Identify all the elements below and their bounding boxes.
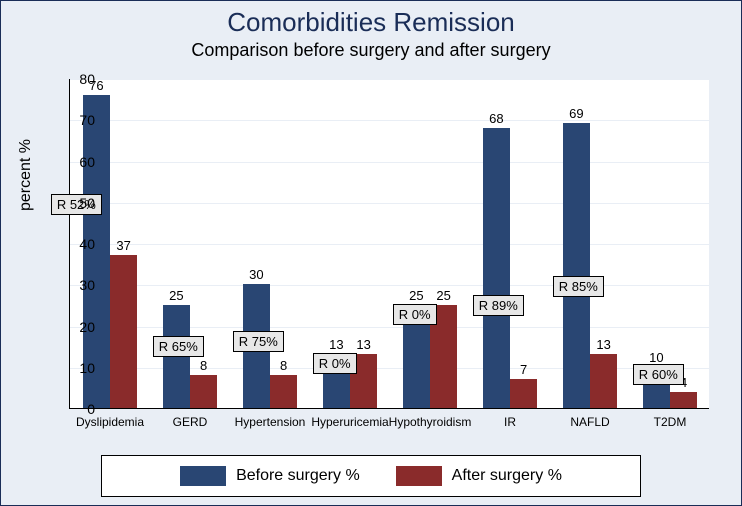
remission-badge: R 60% — [633, 364, 684, 385]
y-tick-label: 70 — [79, 112, 95, 128]
y-axis-label: percent % — [17, 139, 35, 211]
remission-badge: R 89% — [473, 295, 524, 316]
bar-after — [110, 255, 137, 408]
bar-value-label: 25 — [436, 288, 450, 303]
x-tick-label: T2DM — [654, 415, 687, 429]
legend-label-after: After surgery % — [452, 467, 562, 485]
bar-before — [483, 128, 510, 409]
y-tick-label: 80 — [79, 71, 95, 87]
bar-value-label: 8 — [280, 358, 287, 373]
y-tick-label: 40 — [79, 236, 95, 252]
legend-label-before: Before surgery % — [236, 467, 360, 485]
x-tick-label: Hypertension — [235, 415, 306, 429]
x-tick-label: Hypothyroidism — [389, 415, 472, 429]
bar-value-label: 69 — [569, 106, 583, 121]
remission-badge: R 0% — [313, 353, 357, 374]
chart-frame: Comorbidities Remission Comparison befor… — [0, 0, 742, 506]
bar-after — [670, 392, 697, 409]
chart-title: Comorbidities Remission — [1, 7, 741, 38]
x-tick-label: NAFLD — [570, 415, 609, 429]
remission-badge: R 75% — [233, 331, 284, 352]
legend-item-before: Before surgery % — [180, 466, 360, 486]
gridline — [70, 79, 709, 80]
remission-badge: R 0% — [393, 304, 437, 325]
bar-value-label: 30 — [249, 267, 263, 282]
bar-value-label: 25 — [169, 288, 183, 303]
bar-value-label: 13 — [329, 337, 343, 352]
gridline — [70, 244, 709, 245]
bar-value-label: 7 — [520, 362, 527, 377]
bar-value-label: 13 — [356, 337, 370, 352]
bar-after — [190, 375, 217, 408]
bar-before — [563, 123, 590, 408]
y-tick-label: 10 — [79, 360, 95, 376]
plot-area: 7637R 52%Dyslipidemia258R 65%GERD308R 75… — [69, 79, 709, 409]
x-tick-label: Dyslipidemia — [76, 415, 144, 429]
gridline — [70, 120, 709, 121]
legend-swatch-after — [396, 466, 442, 486]
remission-badge: R 85% — [553, 276, 604, 297]
bar-value-label: 10 — [649, 350, 663, 365]
legend: Before surgery % After surgery % — [101, 455, 641, 497]
bar-value-label: 25 — [409, 288, 423, 303]
chart-subtitle: Comparison before surgery and after surg… — [1, 40, 741, 61]
gridline — [70, 162, 709, 163]
y-tick-label: 60 — [79, 154, 95, 170]
bar-value-label: 8 — [200, 358, 207, 373]
y-tick-label: 0 — [87, 401, 95, 417]
legend-item-after: After surgery % — [396, 466, 562, 486]
bar-after — [510, 379, 537, 408]
x-tick-label: IR — [504, 415, 516, 429]
y-tick-label: 50 — [79, 195, 95, 211]
remission-badge: R 65% — [153, 336, 204, 357]
y-tick-label: 20 — [79, 319, 95, 335]
bar-value-label: 68 — [489, 111, 503, 126]
bar-after — [270, 375, 297, 408]
bar-value-label: 13 — [596, 337, 610, 352]
bar-value-label: 37 — [116, 238, 130, 253]
gridline — [70, 203, 709, 204]
x-tick-label: GERD — [173, 415, 208, 429]
x-tick-label: Hyperuricemia — [311, 415, 388, 429]
gridline — [70, 285, 709, 286]
bar-after — [590, 354, 617, 408]
y-tick-label: 30 — [79, 277, 95, 293]
legend-swatch-before — [180, 466, 226, 486]
